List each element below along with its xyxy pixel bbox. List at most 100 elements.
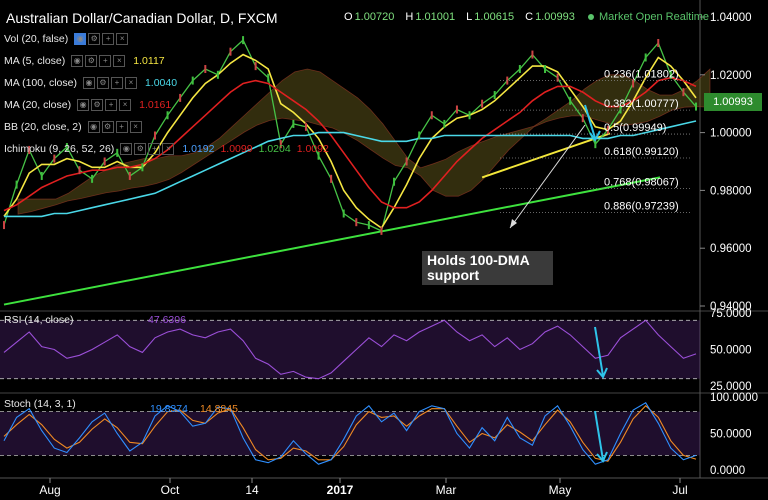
- eye-icon: ◉: [87, 121, 100, 134]
- fib-label: 0.768(0.98067): [604, 176, 679, 188]
- indicator-ichimoku[interactable]: Ichimoku (9, 26, 52, 26) ◉ ⚙ + × 1.0192 1.0099…: [4, 143, 329, 156]
- rsi-value: 47.6306: [148, 314, 186, 326]
- price-bar: [40, 171, 43, 180]
- price-bar: [594, 140, 597, 149]
- fib-label: 0.382(1.00777): [604, 98, 679, 110]
- price-bar: [569, 96, 572, 105]
- time-axis: Aug Oct 14 2017 Mar May Jul: [39, 478, 688, 497]
- price-bar: [267, 73, 270, 82]
- price-bar: [342, 209, 345, 218]
- price-bar: [242, 36, 245, 45]
- stoch-band: [0, 411, 700, 456]
- add-icon: +: [105, 99, 118, 112]
- trendlines: [3, 132, 661, 306]
- close-icon: ×: [119, 99, 132, 112]
- stoch-d-value: 14.8845: [200, 403, 238, 415]
- cyan-arrow: [584, 104, 596, 139]
- stoch-tick-label: 0.0000: [710, 465, 745, 477]
- rsi-line: [3, 319, 697, 380]
- status-dot-icon: [588, 14, 594, 21]
- price-tick-label: 1.00000: [710, 128, 752, 140]
- price-bar: [657, 39, 660, 48]
- chart-title: Australian Dollar/Canadian Dollar, D, FX…: [6, 10, 278, 26]
- eye-icon: ◉: [77, 99, 90, 112]
- price-bar: [254, 62, 257, 71]
- eye-icon: ◉: [120, 143, 133, 156]
- price-bar: [103, 157, 106, 166]
- price-bar: [204, 65, 207, 74]
- rsi-band: [0, 320, 700, 379]
- white-arrow-head: [510, 219, 517, 228]
- price-bar: [355, 218, 358, 227]
- projection-arrows: [509, 104, 601, 229]
- rsi-tick-label: 50.0000: [710, 345, 752, 357]
- price-bar: [393, 177, 396, 186]
- price-bar: [619, 105, 622, 114]
- series-line-1: [3, 53, 697, 230]
- price-bar: [493, 91, 496, 100]
- indicator-ma20[interactable]: MA (20, close) ◉ ⚙ + × 1.0161: [4, 99, 172, 112]
- stoch-arrow-head: [596, 451, 608, 463]
- white-arrow: [509, 124, 586, 229]
- price-tick-label: 0.98000: [710, 185, 752, 197]
- price-bar: [179, 93, 182, 102]
- stoch-line: [3, 405, 697, 462]
- indicator-bb[interactable]: BB (20, close, 2) ◉ ⚙ + ×: [4, 121, 144, 134]
- rsi-arrow: [594, 326, 604, 377]
- price-tick-label: 1.04000: [710, 12, 752, 24]
- price-bar: [632, 79, 635, 88]
- settings-icon: ⚙: [134, 143, 147, 156]
- price-bar: [468, 111, 471, 120]
- fib-label: 0.886(0.97239): [604, 200, 679, 212]
- indicator-vol[interactable]: Vol (20, false) ◉ ⚙ + ×: [4, 33, 130, 46]
- price-bar: [556, 73, 559, 82]
- price-bar: [380, 226, 383, 235]
- price-tick-label: 0.96000: [710, 243, 752, 255]
- price-tick-label: 1.02000: [710, 70, 752, 82]
- rsi-label: RSI (14, close): [4, 314, 73, 326]
- price-bar: [304, 122, 307, 131]
- price-bar: [279, 140, 282, 149]
- stoch-label: Stoch (14, 3, 1): [4, 398, 76, 410]
- price-bar: [65, 143, 68, 152]
- add-icon: +: [102, 33, 115, 46]
- green-trendline: [3, 176, 661, 306]
- price-bar: [128, 171, 131, 180]
- price-bar: [116, 148, 119, 157]
- price-bar: [229, 47, 232, 56]
- indicator-tools[interactable]: ◉ ⚙ + ×: [74, 33, 130, 46]
- rsi-arrow-head: [596, 367, 608, 379]
- indicator-ma100[interactable]: MA (100, close) ◉ ⚙ + × 1.0040: [4, 77, 178, 90]
- add-icon: +: [110, 77, 123, 90]
- price-bar: [153, 131, 156, 140]
- price-bar: [506, 76, 509, 85]
- settings-icon: ⚙: [96, 77, 109, 90]
- time-tick-label: Oct: [161, 483, 180, 497]
- series-line-2: [3, 76, 697, 212]
- settings-icon: ⚙: [85, 55, 98, 68]
- eye-icon: ◉: [71, 55, 84, 68]
- price-bar: [3, 221, 5, 230]
- stoch-arrow: [594, 410, 604, 461]
- fib-label: 0.236(1.01802): [604, 69, 679, 81]
- price-bar: [216, 70, 219, 79]
- time-tick-label: May: [549, 483, 572, 497]
- price-axis: 1.04000 1.02000 1.00000 0.98000 0.96000 0.940…: [700, 12, 752, 313]
- close-icon: ×: [116, 33, 129, 46]
- stoch-line: [3, 402, 697, 465]
- ohlc-readout: O 1.00720 H 1.01001 L 1.00615 C 1.00993: [344, 11, 575, 23]
- price-bar: [405, 157, 408, 166]
- stoch-tick-label: 100.0000: [710, 392, 758, 404]
- price-bar: [191, 76, 194, 85]
- support-annotation: Holds 100-DMA support: [422, 251, 553, 285]
- price-bar: [78, 166, 81, 175]
- price-bar: [544, 65, 547, 74]
- indicator-ma5[interactable]: MA (5, close) ◉ ⚙ + × 1.0117: [4, 55, 165, 68]
- settings-icon: ⚙: [101, 121, 114, 134]
- price-bar: [292, 119, 295, 128]
- series-line-3: [4, 120, 697, 218]
- time-tick-label: Jul: [672, 483, 687, 497]
- fib-label: 0.5(0.99949): [604, 122, 666, 134]
- price-bar: [581, 114, 584, 123]
